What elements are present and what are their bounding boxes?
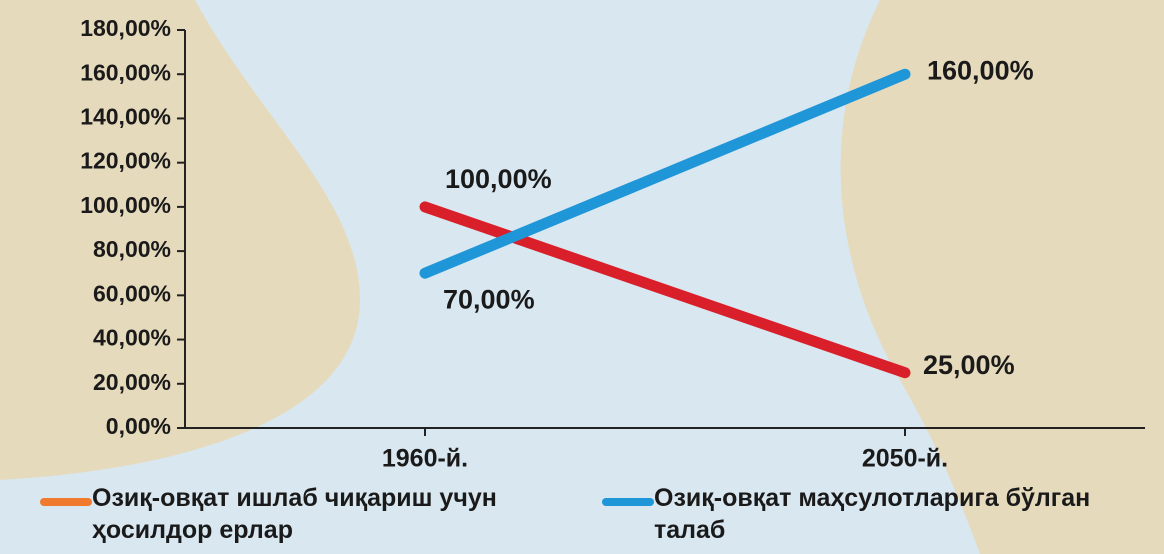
y-tick-label: 0,00% bbox=[106, 413, 171, 439]
data-label: 25,00% bbox=[923, 350, 1015, 380]
legend-swatch bbox=[40, 498, 92, 506]
y-tick-label: 140,00% bbox=[80, 104, 171, 130]
data-label: 100,00% bbox=[445, 164, 552, 194]
x-tick-label: 1960-й. bbox=[382, 445, 468, 473]
background-shape bbox=[0, 0, 980, 554]
y-tick-label: 160,00% bbox=[80, 59, 171, 85]
y-tick-label: 60,00% bbox=[93, 280, 171, 306]
y-tick-label: 120,00% bbox=[80, 148, 171, 174]
x-tick-label: 2050-й. bbox=[862, 445, 948, 473]
legend-swatch bbox=[602, 498, 654, 506]
data-label: 160,00% bbox=[927, 55, 1034, 85]
y-tick-label: 180,00% bbox=[80, 15, 171, 41]
data-label: 70,00% bbox=[443, 284, 535, 314]
y-tick-label: 20,00% bbox=[93, 369, 171, 395]
y-tick-label: 100,00% bbox=[80, 192, 171, 218]
legend-label: Озиқ-овқат маҳсулотларига бўлган талаб bbox=[654, 484, 1091, 544]
line-series bbox=[419, 68, 911, 279]
y-tick-label: 80,00% bbox=[93, 236, 171, 262]
y-tick-label: 40,00% bbox=[93, 325, 171, 351]
legend-label: Озиқ-овқат ишлаб чиқариш учун ҳосилдор е… bbox=[92, 484, 497, 544]
